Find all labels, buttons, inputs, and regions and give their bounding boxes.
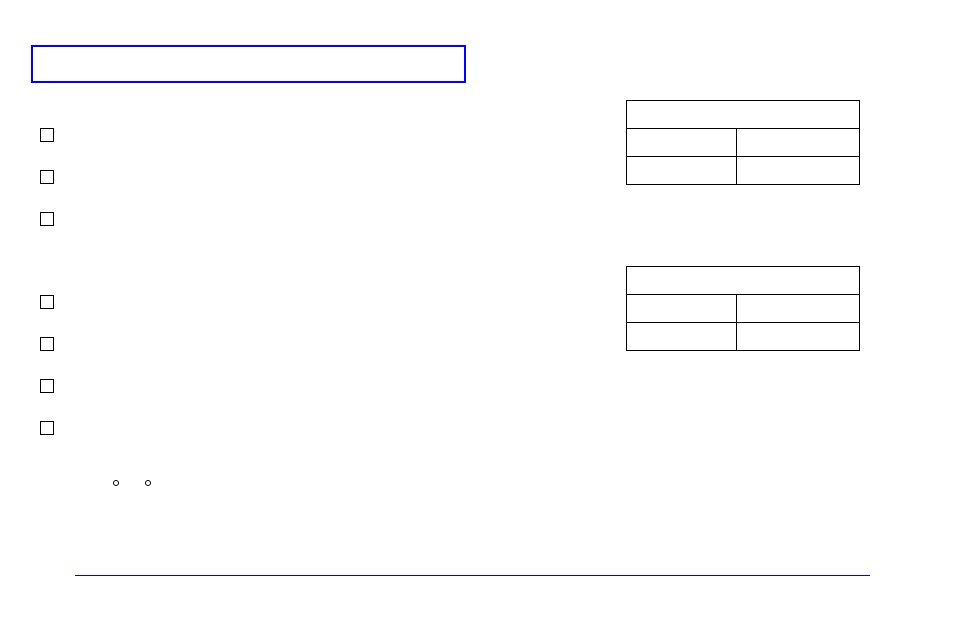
checkbox-g2-4[interactable] — [40, 421, 54, 435]
table-row — [627, 157, 860, 185]
table-cell — [627, 157, 737, 185]
table-cell — [736, 295, 859, 323]
table-row — [627, 101, 860, 129]
table-cell — [736, 157, 859, 185]
table-row — [627, 267, 860, 295]
table-header-cell — [627, 101, 860, 129]
table-row — [627, 129, 860, 157]
checkbox-g1-1[interactable] — [40, 128, 54, 142]
table-cell — [627, 295, 737, 323]
title-box — [31, 45, 466, 83]
divider-rule — [75, 575, 870, 576]
checkbox-g2-2[interactable] — [40, 337, 54, 351]
table-header-cell — [627, 267, 860, 295]
checkbox-g2-3[interactable] — [40, 379, 54, 393]
bullet-2 — [145, 480, 151, 486]
checkbox-g1-3[interactable] — [40, 212, 54, 226]
table-cell — [627, 323, 737, 351]
bullet-1 — [113, 480, 119, 486]
info-table-2 — [626, 266, 860, 351]
page-canvas — [0, 0, 954, 636]
table-cell — [736, 323, 859, 351]
checkbox-g2-1[interactable] — [40, 295, 54, 309]
info-table-1 — [626, 100, 860, 185]
table-row — [627, 323, 860, 351]
table-row — [627, 295, 860, 323]
checkbox-g1-2[interactable] — [40, 170, 54, 184]
table-cell — [736, 129, 859, 157]
table-cell — [627, 129, 737, 157]
